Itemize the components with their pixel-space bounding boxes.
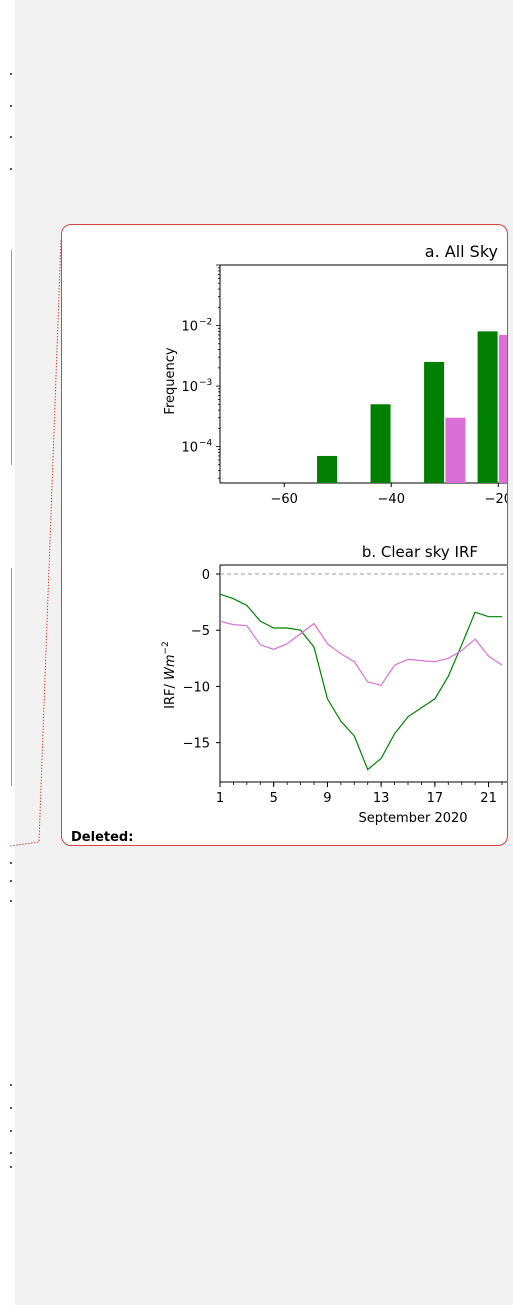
bar: [317, 455, 338, 483]
deleted-label: Deleted:: [71, 830, 134, 845]
bar: [477, 331, 498, 483]
x-tick-label: −20: [485, 492, 508, 507]
y-tick-label: −10: [183, 680, 210, 695]
margin-tick: [10, 1084, 12, 1086]
bar: [499, 334, 507, 483]
chart-title: b. Clear sky IRF: [362, 543, 478, 561]
margin-tick: [10, 105, 12, 107]
y-tick-exponent: −3: [199, 378, 212, 388]
y-axis-label-main: IRF/: [163, 680, 178, 709]
x-tick-label: 21: [480, 791, 497, 806]
chart-all-sky: a. All Sky Frequency 10−210−310 −4−60 −40−…: [163, 242, 508, 507]
margin-change-bar: [11, 568, 12, 786]
margin-tick: [10, 1152, 12, 1154]
x-tick-label: 9: [323, 791, 331, 806]
margin-tick: [10, 1130, 12, 1132]
x-tick-label: 17: [427, 791, 444, 806]
y-tick-exponent: −4: [199, 439, 213, 449]
x-tick-label: −40: [378, 492, 405, 507]
chart-clear-sky-irf: b. Clear sky IRF IRF/ Wm−2 September 202…: [161, 543, 507, 825]
margin-tick: [10, 862, 12, 864]
margin-tick: [10, 880, 12, 882]
margin-tick: [10, 136, 12, 138]
bar: [370, 404, 391, 483]
y-tick-label: 10: [181, 441, 198, 456]
y-tick-label: −15: [183, 737, 210, 752]
chart-title: a. All Sky: [425, 242, 498, 261]
margin-tick: [10, 900, 12, 902]
x-tick-label: 5: [270, 791, 278, 806]
page-left-strip: [0, 0, 15, 1305]
y-axis-label-unit: Wm: [163, 654, 178, 680]
bar: [424, 361, 445, 483]
y-tick-exponent: −2: [199, 318, 212, 328]
y-tick-label: −5: [191, 624, 210, 639]
comment-balloon[interactable]: a. All Sky Frequency 10 −2 10 −3 10 −4 −60 −40−…: [61, 224, 508, 846]
x-tick-label: 13: [373, 791, 390, 806]
margin-tick: [10, 1166, 12, 1168]
series-line: [219, 620, 503, 686]
bar: [445, 417, 466, 483]
y-axis-label: IRF/ Wm−2: [161, 641, 178, 709]
series-line: [219, 593, 502, 771]
y-axis-label: Frequency: [163, 347, 178, 414]
figure: a. All Sky Frequency 10−210−310 −4−60 −40−…: [161, 242, 508, 825]
margin-tick: [10, 1107, 12, 1109]
x-axis-label: September 2020: [358, 811, 467, 825]
margin-tick: [10, 168, 12, 170]
margin-change-bar: [11, 250, 12, 465]
y-axis-label-exponent: −2: [161, 641, 171, 654]
y-tick-label: 10: [181, 380, 198, 395]
y-tick-label: 0: [202, 568, 210, 583]
x-tick-label: 1: [216, 791, 224, 806]
margin-tick: [10, 73, 12, 75]
y-tick-label: 10: [181, 320, 198, 335]
x-tick-label: −60: [271, 492, 298, 507]
